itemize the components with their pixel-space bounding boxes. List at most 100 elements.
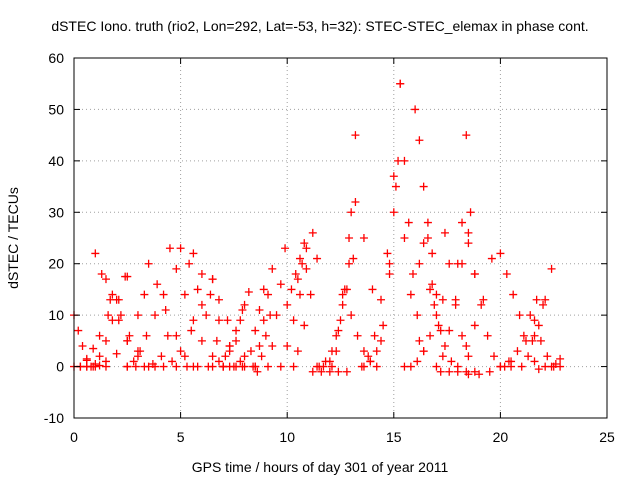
data-point xyxy=(359,234,368,242)
data-point xyxy=(238,306,247,314)
data-point xyxy=(240,362,249,371)
data-point xyxy=(470,270,479,278)
data-point xyxy=(483,331,492,340)
data-point xyxy=(123,336,132,345)
data-point xyxy=(283,342,292,350)
y-axis-label: dSTEC / TECUs xyxy=(5,187,21,289)
data-point xyxy=(487,254,496,263)
data-point xyxy=(214,295,223,304)
data-point xyxy=(123,362,132,371)
data-point xyxy=(436,326,445,335)
data-point xyxy=(208,275,217,284)
data-point xyxy=(530,357,539,366)
data-point xyxy=(342,285,351,294)
data-point xyxy=(389,172,398,181)
data-point xyxy=(445,259,454,268)
data-point xyxy=(289,316,298,325)
data-point xyxy=(140,362,149,371)
data-point xyxy=(172,331,181,340)
data-point xyxy=(432,362,441,371)
chart-title: dSTEC Iono. truth (rio2, Lon=292, Lat=-5… xyxy=(51,18,588,34)
data-point xyxy=(400,234,409,242)
data-point xyxy=(212,336,221,345)
data-point xyxy=(214,316,223,325)
data-point xyxy=(528,336,537,345)
data-point xyxy=(295,254,304,263)
data-point xyxy=(532,295,541,304)
data-point xyxy=(547,264,556,273)
y-tick-label: 50 xyxy=(48,101,64,117)
data-point xyxy=(466,208,475,217)
data-point xyxy=(289,362,298,371)
data-point xyxy=(95,361,104,370)
data-point xyxy=(78,342,87,350)
data-point xyxy=(349,254,358,263)
data-point xyxy=(502,270,511,278)
data-point xyxy=(291,270,300,278)
data-point xyxy=(189,249,198,258)
data-point xyxy=(470,367,479,376)
x-axis-label: GPS time / hours of day 301 of year 2011 xyxy=(192,459,449,475)
data-point xyxy=(272,311,281,320)
data-point xyxy=(477,300,486,309)
data-point xyxy=(475,370,484,379)
data-point xyxy=(136,347,145,356)
data-point xyxy=(419,182,428,191)
data-point xyxy=(74,326,83,335)
data-point xyxy=(268,342,277,350)
data-point xyxy=(543,352,552,361)
data-point xyxy=(240,352,249,361)
data-point xyxy=(89,344,98,353)
data-point xyxy=(268,264,277,273)
data-point xyxy=(396,79,405,88)
data-point xyxy=(338,290,347,299)
data-point xyxy=(385,259,394,268)
data-point xyxy=(317,367,326,376)
data-point xyxy=(176,347,185,356)
data-point xyxy=(453,259,462,268)
data-point xyxy=(300,321,309,330)
data-point xyxy=(519,331,528,340)
data-points xyxy=(70,79,565,379)
data-point xyxy=(408,270,417,278)
data-point xyxy=(470,321,479,330)
data-point xyxy=(189,316,198,325)
data-point xyxy=(197,300,206,309)
data-point xyxy=(259,316,268,325)
data-point xyxy=(530,331,539,340)
plot-frame xyxy=(73,57,608,419)
y-tick-label: 30 xyxy=(48,204,64,220)
data-point xyxy=(332,347,341,356)
data-point xyxy=(182,362,191,371)
data-point xyxy=(547,362,556,371)
data-point xyxy=(372,347,381,356)
data-point xyxy=(293,275,302,284)
axis-ticks: 0 5 10 15 20 25 -10 0 10 20 30 40 50 60 xyxy=(44,50,615,445)
y-tick-label: 20 xyxy=(48,256,64,272)
data-point xyxy=(151,311,160,320)
x-tick-label: 10 xyxy=(279,429,295,445)
data-point xyxy=(161,306,170,314)
data-point xyxy=(464,228,473,237)
data-point xyxy=(377,336,386,345)
data-point xyxy=(225,347,234,356)
data-point xyxy=(379,321,388,330)
data-point xyxy=(251,362,260,371)
data-point xyxy=(551,360,560,368)
data-point xyxy=(496,249,505,258)
data-point xyxy=(131,362,140,371)
data-point xyxy=(281,244,290,253)
data-point xyxy=(308,367,317,376)
data-point xyxy=(432,290,441,299)
data-point xyxy=(180,290,189,299)
data-point xyxy=(351,198,360,206)
data-point xyxy=(513,347,522,356)
data-point xyxy=(95,352,104,361)
data-point xyxy=(530,316,539,325)
data-point xyxy=(221,352,230,361)
data-point xyxy=(153,280,162,289)
data-point xyxy=(406,290,415,299)
data-point xyxy=(176,244,185,253)
data-point xyxy=(462,342,471,350)
data-point xyxy=(185,259,194,268)
